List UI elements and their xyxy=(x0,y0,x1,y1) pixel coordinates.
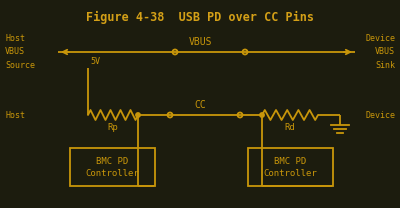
Text: Controller: Controller xyxy=(263,169,317,178)
Text: Host: Host xyxy=(5,34,25,43)
Text: VBUS: VBUS xyxy=(188,37,212,47)
Text: Host: Host xyxy=(5,110,25,120)
Text: CC: CC xyxy=(194,100,206,110)
Text: VBUS: VBUS xyxy=(375,47,395,57)
Text: Source: Source xyxy=(5,61,35,70)
Circle shape xyxy=(260,113,264,117)
Text: VBUS: VBUS xyxy=(5,47,25,57)
Text: Figure 4-38  USB PD over CC Pins: Figure 4-38 USB PD over CC Pins xyxy=(86,11,314,24)
Text: BMC PD: BMC PD xyxy=(274,157,306,166)
Text: BMC PD: BMC PD xyxy=(96,157,128,166)
Text: Device: Device xyxy=(365,34,395,43)
Bar xyxy=(70,148,154,186)
Bar xyxy=(248,148,332,186)
Text: Controller: Controller xyxy=(85,169,139,178)
Text: Rp: Rp xyxy=(108,123,118,132)
Text: 5V: 5V xyxy=(90,57,100,66)
Text: Sink: Sink xyxy=(375,61,395,70)
Circle shape xyxy=(136,113,140,117)
Text: Device: Device xyxy=(365,110,395,120)
Text: Rd: Rd xyxy=(285,123,295,132)
